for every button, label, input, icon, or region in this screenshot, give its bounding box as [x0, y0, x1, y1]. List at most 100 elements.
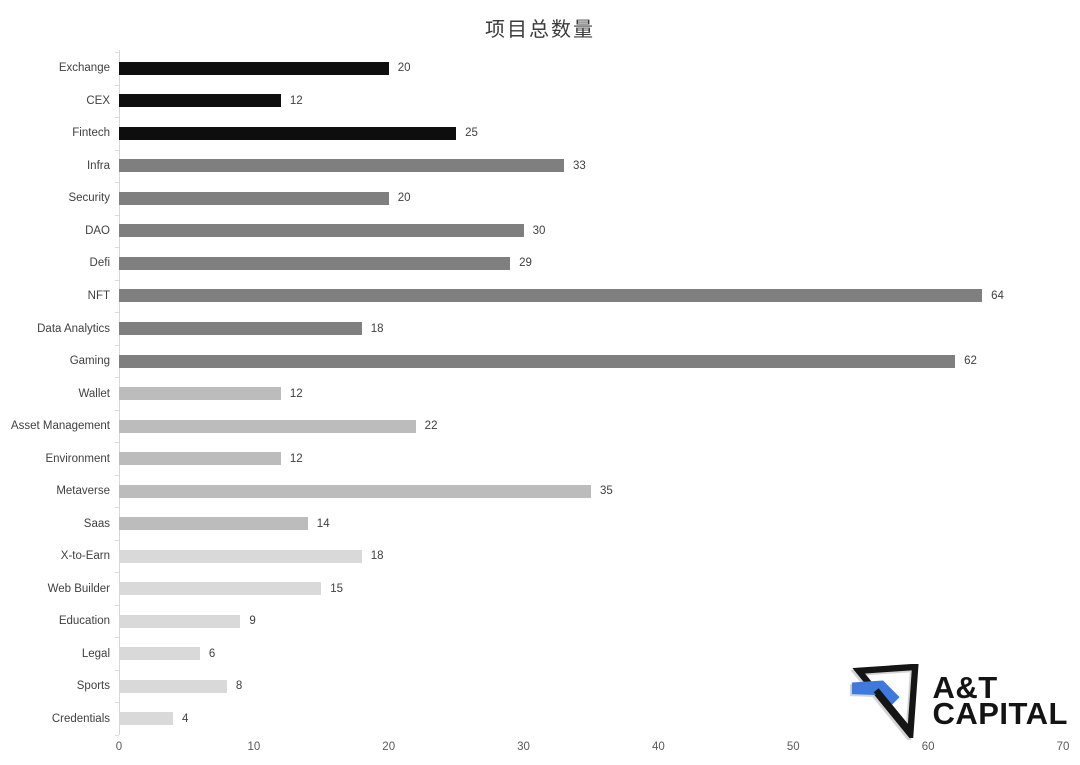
bar-row: Credentials 4 — [0, 703, 1063, 736]
category-label: Wallet — [78, 387, 110, 400]
category-axis-tick — [115, 474, 119, 476]
logo-text: A&T CAPITAL — [932, 671, 1068, 731]
bar-row: Defi 29 — [0, 247, 1063, 280]
bar — [119, 61, 389, 75]
bar-track: 18 — [119, 312, 1063, 345]
category-label: Exchange — [58, 62, 110, 75]
value-label: 20 — [397, 192, 411, 205]
value-label: 12 — [289, 94, 303, 107]
bar-row: Wallet 12 — [0, 377, 1063, 410]
bar — [119, 126, 457, 140]
bar-track: 12 — [119, 377, 1063, 410]
bar-row: Sports 8 — [0, 670, 1063, 703]
bar — [119, 517, 308, 531]
category-label: Metaverse — [56, 485, 110, 498]
bar — [119, 484, 591, 498]
chart-title: 项目总数量 — [485, 19, 595, 41]
value-label: 62 — [964, 355, 977, 368]
x-axis-tick-label: 60 — [921, 741, 935, 753]
bar-row: X-to-Earn 18 — [0, 540, 1063, 573]
bar-row: Security 20 — [0, 182, 1063, 215]
bar — [119, 647, 200, 661]
category-label: Data Analytics — [37, 322, 110, 335]
category-label: X-to-Earn — [60, 550, 110, 563]
category-label: Fintech — [72, 127, 110, 140]
bar-track: 33 — [119, 150, 1063, 183]
bar-track: 20 — [119, 52, 1063, 85]
value-label: 12 — [289, 387, 303, 400]
category-axis-tick — [115, 279, 119, 281]
value-label: 64 — [991, 289, 1004, 302]
category-axis-tick — [115, 182, 119, 184]
bar-track: 18 — [119, 540, 1063, 573]
bar — [119, 387, 281, 401]
category-label: Saas — [83, 517, 110, 530]
bar-row: CEX 12 — [0, 85, 1063, 118]
category-label: Credentials — [51, 712, 110, 725]
bar-track: 22 — [119, 410, 1063, 443]
category-axis-tick — [115, 507, 119, 509]
value-label: 15 — [330, 582, 344, 595]
x-axis-tick-label: 0 — [115, 741, 123, 753]
bar-row: Fintech 25 — [0, 117, 1063, 150]
bar — [119, 289, 983, 303]
category-axis-tick — [115, 735, 119, 736]
category-label: Legal — [81, 647, 110, 660]
bar-track: 14 — [119, 507, 1063, 540]
category-label: Sports — [76, 680, 110, 693]
category-axis-tick — [115, 539, 119, 541]
x-axis-tick-label: 40 — [652, 741, 665, 753]
bar-row: Exchange 20 — [0, 52, 1063, 85]
bar-row: DAO 30 — [0, 215, 1063, 248]
value-label: 18 — [370, 550, 384, 563]
category-axis-tick — [115, 312, 119, 314]
x-axis: 0 10 20 30 40 50 60 70 — [115, 735, 1070, 759]
at-capital-logo-icon — [852, 664, 920, 738]
category-axis-tick — [115, 247, 119, 249]
value-label: 12 — [289, 452, 303, 465]
category-label: Web Builder — [47, 582, 110, 595]
category-label: Environment — [45, 452, 110, 465]
bar-row: Infra 33 — [0, 150, 1063, 183]
category-label: Infra — [86, 159, 110, 172]
category-axis-tick — [115, 214, 119, 216]
logo-line-2: CAPITAL — [932, 696, 1068, 731]
category-label: DAO — [85, 224, 110, 237]
category-axis-tick — [115, 52, 119, 53]
category-label: CEX — [86, 94, 110, 107]
bar-row: Asset Management 22 — [0, 410, 1063, 443]
bar-row: Web Builder 15 — [0, 573, 1063, 606]
bar — [119, 452, 281, 466]
value-label: 18 — [370, 322, 384, 335]
value-label: 35 — [600, 485, 613, 498]
category-axis-tick — [115, 344, 119, 346]
bar — [119, 712, 173, 726]
value-label: 30 — [532, 224, 546, 237]
category-label: Gaming — [69, 355, 110, 368]
x-axis-tick-label: 30 — [517, 741, 530, 753]
category-label: Education — [58, 615, 110, 628]
bar-track: 25 — [119, 117, 1063, 150]
bar-track: 4 — [119, 703, 1063, 736]
x-axis-tick-label: 10 — [247, 741, 261, 753]
bar — [119, 256, 511, 270]
bar-row: Environment 12 — [0, 442, 1063, 475]
value-label: 29 — [519, 257, 532, 270]
bar — [119, 94, 281, 108]
value-label: 25 — [465, 127, 478, 140]
bar-row: Metaverse 35 — [0, 475, 1063, 508]
x-axis-tick-label: 20 — [382, 741, 396, 753]
value-label: 8 — [235, 680, 243, 693]
value-label: 33 — [573, 159, 586, 172]
value-label: 6 — [208, 647, 216, 660]
bar-chart-plot-area: Exchange 20 CEX 12 Fintech 25 Infra 33 Security 2… — [0, 50, 1063, 736]
bar-row: Legal 6 — [0, 638, 1063, 671]
category-label: Defi — [89, 257, 110, 270]
bar-track: 8 — [119, 670, 1063, 703]
category-axis-tick — [115, 84, 119, 86]
bar — [119, 549, 362, 563]
x-axis-tick-label: 70 — [1056, 741, 1070, 753]
category-label: Asset Management — [10, 420, 110, 433]
bar-row: Data Analytics 18 — [0, 312, 1063, 345]
value-label: 14 — [316, 517, 330, 530]
